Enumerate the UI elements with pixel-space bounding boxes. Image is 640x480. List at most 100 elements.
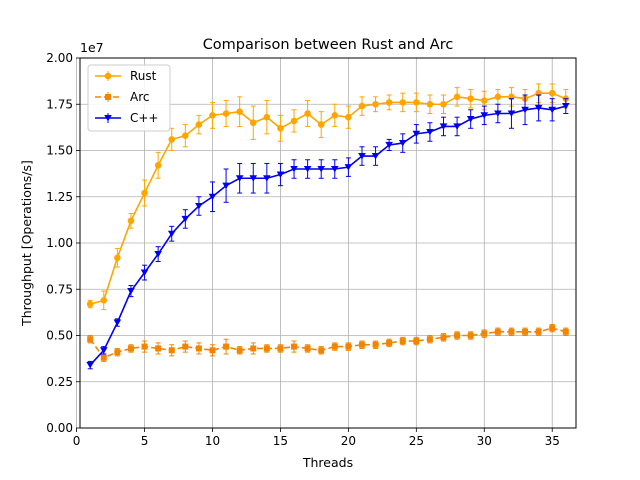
data-point xyxy=(467,95,474,102)
data-point xyxy=(223,343,230,350)
series-arc xyxy=(87,323,569,362)
legend-marker xyxy=(104,114,112,122)
data-point xyxy=(113,319,122,326)
data-point xyxy=(317,165,326,173)
data-point xyxy=(345,343,352,350)
legend-entry: Arc xyxy=(130,90,149,104)
data-point xyxy=(453,93,461,101)
data-point xyxy=(467,332,474,339)
data-point xyxy=(345,113,352,121)
data-point xyxy=(235,175,244,182)
y-tick-label: 0.25 xyxy=(46,375,73,389)
y-tick-label: 2.00 xyxy=(46,51,73,65)
legend-marker xyxy=(104,72,112,80)
data-point xyxy=(439,123,448,130)
data-point xyxy=(549,325,556,332)
data-point xyxy=(562,328,569,335)
data-point xyxy=(440,100,447,108)
y-tick-label: 0.50 xyxy=(46,329,73,343)
data-point xyxy=(399,99,407,106)
data-point xyxy=(372,341,379,348)
data-point xyxy=(548,89,556,97)
data-point xyxy=(386,339,393,346)
data-point xyxy=(167,230,176,238)
data-point xyxy=(182,343,189,350)
data-point xyxy=(86,362,94,369)
data-point xyxy=(195,121,203,128)
data-point xyxy=(291,343,298,350)
legend-entry: C++ xyxy=(130,111,159,125)
data-point xyxy=(522,328,529,335)
data-point xyxy=(236,347,243,354)
x-axis: 0 5 10 15 20 25 30 35 xyxy=(73,428,560,448)
data-point xyxy=(127,345,134,352)
data-point xyxy=(209,347,216,354)
data-point xyxy=(535,328,542,335)
data-point xyxy=(562,103,570,110)
data-point xyxy=(412,130,421,138)
data-point xyxy=(453,123,461,130)
data-point xyxy=(99,347,108,354)
data-point xyxy=(426,336,433,343)
data-point xyxy=(304,110,311,117)
x-tick-label: 5 xyxy=(141,434,149,448)
data-point xyxy=(168,347,175,354)
data-point xyxy=(140,269,149,277)
data-point xyxy=(318,347,325,354)
data-point xyxy=(141,189,148,197)
data-point xyxy=(222,182,230,190)
legend-entry: Rust xyxy=(130,69,157,83)
data-point xyxy=(494,93,502,101)
data-point xyxy=(426,100,434,108)
data-point xyxy=(344,164,353,171)
series-line xyxy=(89,105,567,366)
legend-marker xyxy=(105,94,111,100)
data-point xyxy=(440,334,447,341)
data-point xyxy=(154,162,162,169)
y-tick-label: 1.75 xyxy=(46,97,73,111)
data-point xyxy=(480,97,488,104)
data-point xyxy=(413,99,420,106)
data-point xyxy=(277,125,284,132)
data-point xyxy=(100,354,107,361)
data-point xyxy=(372,100,379,108)
chart-title: Comparison between Rust and Arc xyxy=(203,37,454,53)
y-tick-label: 1.50 xyxy=(46,144,73,158)
y-tick-label: 1.25 xyxy=(46,190,73,204)
data-point xyxy=(426,128,434,136)
data-point xyxy=(454,332,461,339)
data-point xyxy=(249,175,258,182)
data-point xyxy=(277,345,284,352)
data-point xyxy=(494,110,502,117)
x-tick-label: 20 xyxy=(341,434,356,448)
x-tick-label: 35 xyxy=(545,434,560,448)
series-cpp xyxy=(86,94,570,370)
y-tick-label: 1.00 xyxy=(46,236,73,250)
data-point xyxy=(494,328,501,335)
x-tick-label: 30 xyxy=(477,434,492,448)
data-point xyxy=(141,343,148,350)
x-tick-label: 10 xyxy=(205,434,220,448)
data-point xyxy=(263,113,271,121)
x-tick-label: 15 xyxy=(273,434,288,448)
x-tick-label: 0 xyxy=(73,434,81,448)
data-point xyxy=(182,132,189,139)
series-line xyxy=(89,327,567,359)
y-offset-label: 1e7 xyxy=(80,40,104,55)
data-point xyxy=(398,140,407,147)
data-point xyxy=(304,345,311,352)
data-point xyxy=(508,328,515,335)
data-point xyxy=(249,119,257,127)
data-point xyxy=(466,116,475,123)
data-point xyxy=(358,341,365,348)
data-point xyxy=(154,251,162,258)
data-point xyxy=(114,349,121,356)
data-point xyxy=(209,112,216,119)
data-point xyxy=(480,112,489,119)
x-axis-label: Threads xyxy=(302,455,353,470)
data-point xyxy=(195,345,202,352)
data-point xyxy=(358,102,366,110)
data-point xyxy=(385,99,393,106)
y-axis-label: Throughput [Operations/s] xyxy=(19,160,34,327)
data-point xyxy=(507,110,516,117)
